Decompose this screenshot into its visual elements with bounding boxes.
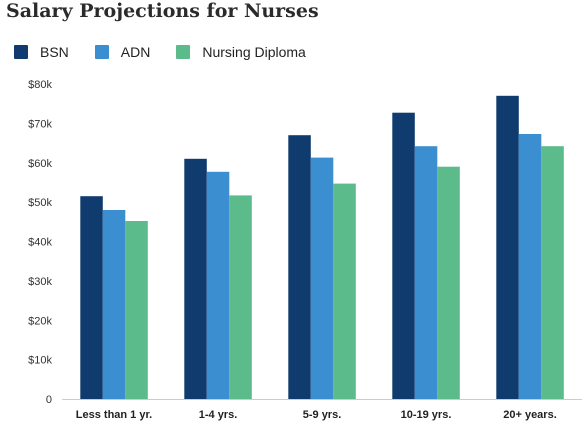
chart-legend: BSN ADN Nursing Diploma <box>14 44 332 60</box>
bar-nursing-diploma-less-than-1-yr <box>125 221 148 399</box>
legend-item-nursing-diploma: Nursing Diploma <box>176 44 306 60</box>
bar-bsn-less-than-1-yr <box>80 196 103 399</box>
bar-bsn-20-years <box>496 95 519 400</box>
y-tick-label: $30k <box>28 276 52 288</box>
x-tick-label: 5-9 yrs. <box>303 409 342 421</box>
bar-adn-20-years <box>518 134 542 399</box>
bar-nursing-diploma-20-years <box>541 146 564 399</box>
y-tick-label: $70k <box>28 118 52 130</box>
legend-swatch-bsn <box>14 45 28 59</box>
x-tick-label: 1-4 yrs. <box>199 409 238 421</box>
bar-adn-5-9-yrs <box>310 157 334 399</box>
x-tick-label: Less than 1 yr. <box>76 409 152 421</box>
y-tick-label: $20k <box>28 315 52 327</box>
legend-swatch-adn <box>94 45 109 59</box>
y-tick-label: $40k <box>28 237 52 249</box>
y-tick-label: $50k <box>28 197 52 209</box>
bar-adn-1-4-yrs <box>206 171 230 399</box>
bar-bsn-1-4-yrs <box>184 158 207 399</box>
y-tick-label: $60k <box>28 158 52 170</box>
legend-label-bsn: BSN <box>40 44 69 60</box>
bar-nursing-diploma-1-4-yrs <box>229 195 252 399</box>
y-tick-label: $10k <box>28 355 52 367</box>
y-tick-label: $80k <box>28 79 52 91</box>
bar-adn-10-19-yrs <box>414 146 438 399</box>
legend-label-adn: ADN <box>120 44 151 60</box>
bar-nursing-diploma-10-19-yrs <box>437 166 460 399</box>
x-tick-label: 10-19 yrs. <box>401 409 452 421</box>
bar-nursing-diploma-5-9-yrs <box>333 183 356 399</box>
legend-item-bsn: BSN <box>14 44 69 60</box>
legend-item-adn: ADN <box>94 44 151 60</box>
bar-bsn-10-19-yrs <box>392 112 415 399</box>
legend-swatch-nursing-diploma <box>176 45 191 59</box>
legend-label-nursing-diploma: Nursing Diploma <box>202 44 306 60</box>
bar-bsn-5-9-yrs <box>288 135 311 399</box>
y-tick-label: 0 <box>46 394 52 406</box>
bar-adn-less-than-1-yr <box>102 210 126 399</box>
x-tick-label: 20+ years. <box>503 409 557 421</box>
chart-title: Salary Projections for Nurses <box>6 0 319 22</box>
